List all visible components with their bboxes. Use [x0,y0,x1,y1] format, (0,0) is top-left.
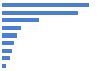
Bar [2,56,10,60]
Bar [2,41,14,45]
Bar [2,3,89,7]
Bar [2,49,12,53]
Bar [2,18,39,22]
Bar [2,33,17,38]
Bar [2,26,21,30]
Bar [2,11,78,15]
Bar [2,64,6,68]
